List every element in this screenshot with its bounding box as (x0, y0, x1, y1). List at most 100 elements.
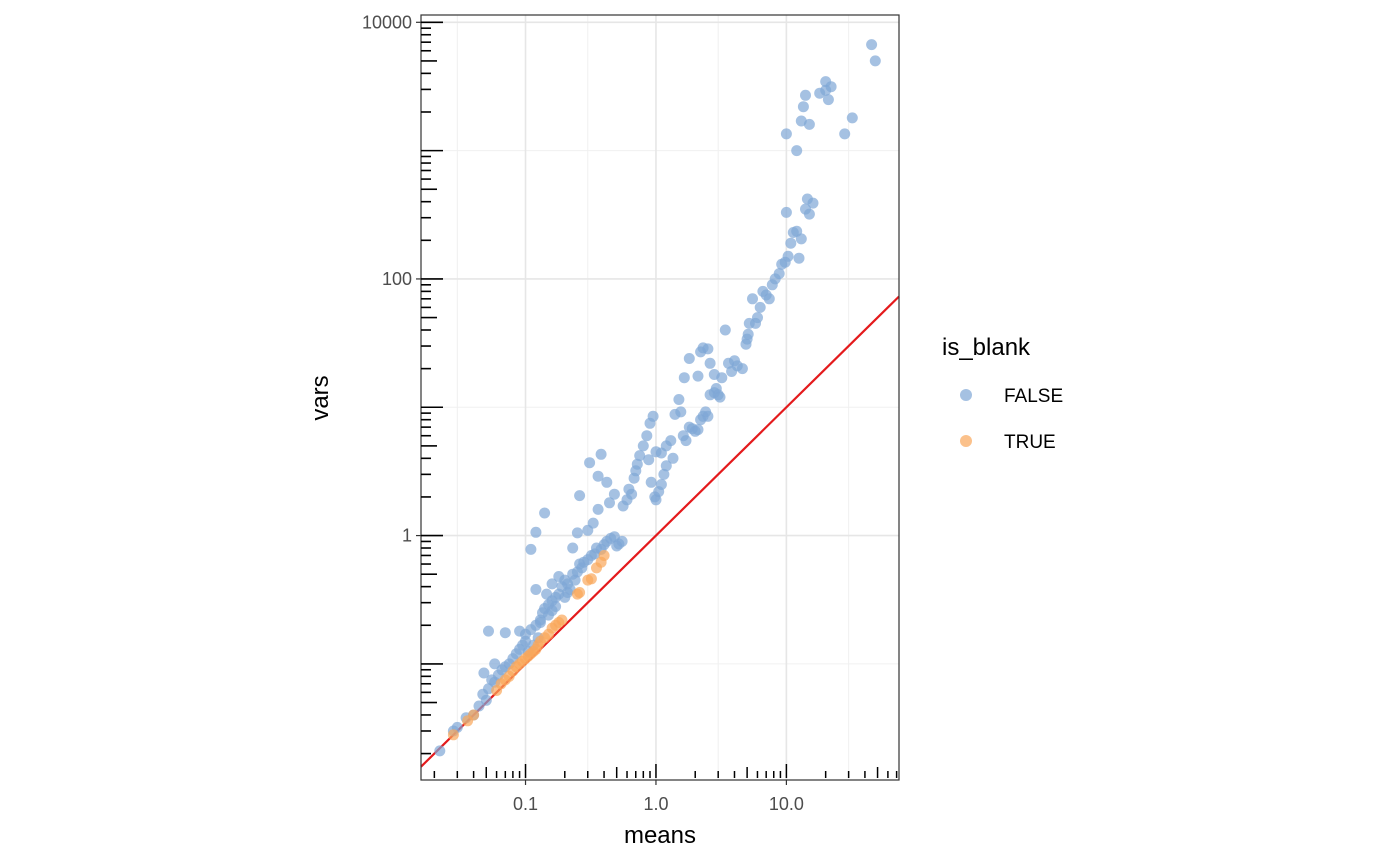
data-point (499, 627, 511, 639)
data-point (839, 128, 851, 140)
data-point (525, 543, 537, 555)
data-point (598, 550, 610, 561)
data-point (785, 237, 797, 249)
legend-key-true (960, 435, 972, 447)
data-point (747, 293, 758, 305)
data-point (520, 628, 531, 640)
data-point (595, 448, 607, 460)
x-tick-label: 1.0 (643, 794, 668, 814)
data-point (634, 450, 646, 462)
series-true (447, 550, 610, 741)
data-point (780, 128, 792, 140)
data-point (567, 542, 579, 554)
major-gridlines (421, 15, 899, 780)
data-point (820, 84, 832, 96)
data-point (773, 268, 785, 280)
axis-ticks (416, 21, 898, 785)
data-point (556, 614, 568, 626)
data-point (692, 424, 704, 436)
data-point (667, 452, 679, 464)
data-point (869, 55, 881, 67)
data-point (587, 517, 599, 529)
data-point (680, 435, 692, 447)
data-point (585, 573, 597, 585)
data-point (795, 233, 807, 245)
legend-title: is_blank (942, 334, 1031, 361)
data-point (571, 527, 583, 539)
legend-label-false: FALSE (1004, 386, 1063, 407)
data-point (489, 658, 501, 670)
data-point (752, 312, 763, 324)
data-point (604, 497, 615, 509)
data-point (803, 208, 815, 220)
data-point (637, 440, 649, 452)
data-point (866, 39, 878, 51)
data-point (647, 410, 659, 422)
data-point (846, 112, 858, 124)
y-axis-title: vars (307, 375, 334, 420)
data-point (483, 625, 494, 637)
data-point (678, 372, 690, 384)
data-point (478, 667, 490, 679)
legend-key-false (960, 389, 972, 401)
data-point (541, 588, 553, 600)
data-point (631, 458, 643, 470)
x-tick-label: 0.1 (513, 794, 538, 814)
data-point (655, 479, 667, 490)
data-point (793, 252, 805, 264)
data-point (673, 394, 685, 405)
data-point (534, 617, 546, 628)
data-point (539, 507, 551, 519)
y-tick-label: 1 (402, 526, 412, 546)
data-point (660, 460, 672, 472)
data-point (791, 145, 803, 157)
data-point (626, 488, 638, 500)
legend-label-true: TRUE (1004, 432, 1056, 453)
data-point (807, 197, 819, 209)
data-point (643, 454, 655, 466)
data-point (543, 609, 554, 621)
data-point (742, 328, 754, 340)
data-point (754, 301, 766, 313)
data-point (641, 430, 653, 442)
data-point (530, 526, 542, 538)
y-tick-label: 10000 (362, 12, 412, 32)
data-point (480, 694, 492, 706)
data-point (546, 578, 558, 590)
x-tick-label: 10.0 (769, 794, 804, 814)
data-point (803, 118, 815, 130)
data-point (658, 468, 670, 480)
data-point (702, 410, 714, 422)
x-axis-title: means (624, 822, 696, 849)
panel-border (420, 14, 900, 781)
data-point (550, 601, 562, 612)
data-point (675, 406, 687, 418)
data-point (592, 503, 604, 515)
data-point (716, 372, 728, 384)
data-point (763, 293, 775, 305)
data-point (574, 587, 586, 598)
data-point (592, 470, 604, 482)
data-points (434, 39, 881, 757)
data-point (665, 435, 677, 447)
data-point (719, 324, 731, 336)
data-point (692, 370, 704, 382)
data-point (780, 206, 792, 218)
data-point (782, 250, 794, 262)
data-point (797, 101, 809, 113)
data-point (800, 89, 811, 101)
data-point (574, 490, 586, 502)
data-point (608, 488, 620, 500)
data-point (601, 476, 613, 488)
data-point (530, 584, 542, 595)
data-point (584, 457, 596, 469)
data-point (822, 94, 834, 106)
tick-labels: 0.1 1.0 10.0 1 100 10000 (362, 12, 804, 814)
data-point (736, 363, 748, 375)
legend: is_blank FALSE TRUE (942, 334, 1063, 453)
data-point (704, 357, 716, 369)
data-point (616, 535, 628, 547)
data-point (714, 391, 726, 403)
data-point (645, 476, 657, 488)
